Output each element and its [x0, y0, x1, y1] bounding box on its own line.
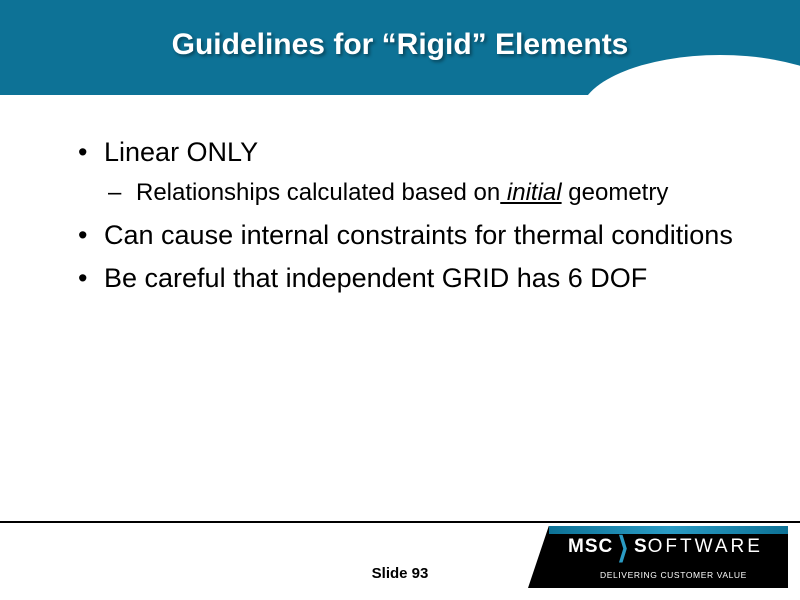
logo-tagline: DELIVERING CUSTOMER VALUE	[600, 570, 747, 580]
logo-accent-bar	[549, 526, 788, 534]
logo-brand-right: OFTWARE	[648, 536, 763, 557]
logo-brand-left: MSC	[568, 536, 613, 558]
brand-logo: MSC ⟩ SOFTWARE DELIVERING CUSTOMER VALUE	[528, 526, 788, 588]
bullet-sub-item: Relationships calculated based on initia…	[78, 178, 740, 209]
logo-swoosh-icon: ⟩	[617, 540, 630, 558]
slide-content: Linear ONLY Relationships calculated bas…	[78, 135, 740, 303]
bullet-text: Can cause internal constraints for therm…	[104, 220, 733, 250]
bullet-text: Linear ONLY	[104, 137, 258, 167]
footer-divider	[0, 521, 800, 523]
bullet-item: Be careful that independent GRID has 6 D…	[78, 261, 740, 296]
bullet-text-emphasis: initial	[500, 179, 561, 206]
logo-text: MSC ⟩ SOFTWARE	[568, 536, 763, 558]
slide-title: Guidelines for “Rigid” Elements	[0, 28, 800, 62]
bullet-item: Can cause internal constraints for therm…	[78, 218, 740, 253]
bullet-text-prefix: Relationships calculated based on	[136, 179, 500, 206]
bullet-text-suffix: geometry	[562, 179, 669, 206]
logo-brand-s: S	[634, 536, 648, 557]
bullet-item: Linear ONLY	[78, 135, 740, 170]
bullet-text: Be careful that independent GRID has 6 D…	[104, 263, 647, 293]
